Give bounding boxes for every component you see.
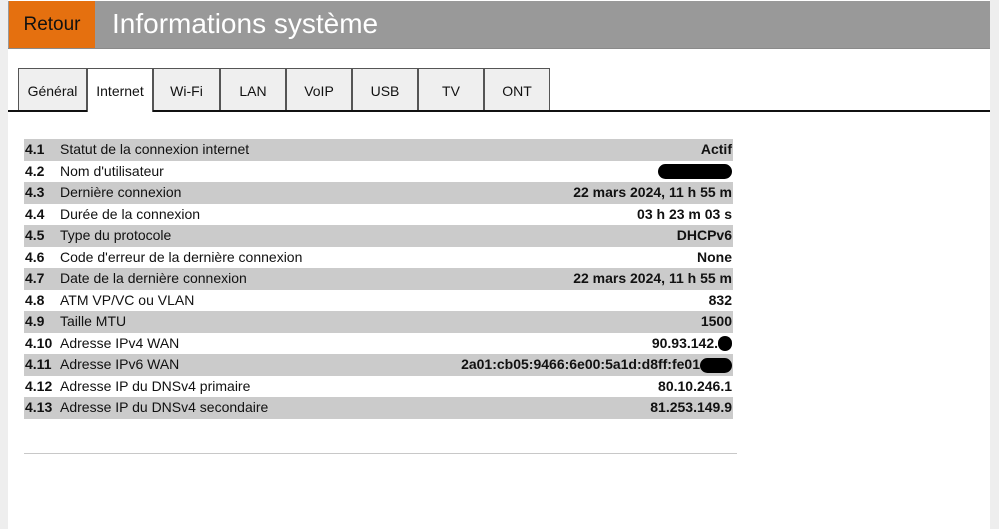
row-value — [658, 161, 732, 183]
tab-voip[interactable]: VoIP — [286, 68, 352, 110]
row-label: Dernière connexion — [60, 184, 182, 200]
row-value: Actif — [701, 139, 732, 161]
row-number: 4.11 — [25, 356, 52, 372]
row-label: Nom d'utilisateur — [60, 162, 164, 179]
row-value: None — [697, 247, 732, 269]
row-label: ATM VP/VC ou VLAN — [60, 291, 195, 308]
redaction-mark — [658, 164, 732, 180]
row-value-text: DHCPv6 — [676, 227, 732, 243]
row-value-text: 90.93.142. — [651, 334, 718, 351]
row-value: 90.93.142. — [652, 333, 732, 355]
divider — [24, 453, 737, 454]
row-value-text: Actif — [700, 141, 732, 157]
table-row: 4.12 Adresse IP du DNSv4 primaire 80.10.24… — [24, 376, 733, 398]
tab-internet[interactable]: Internet — [87, 68, 153, 112]
tab-usb[interactable]: USB — [352, 68, 418, 110]
row-value: 2a01:cb05:9466:6e00:5a1d:d8ff:fe01 — [461, 354, 732, 376]
table-row: 4.10 Adresse IPv4 WAN 90.93.142. — [24, 333, 733, 355]
table-row: 4.3 Dernière connexion 22 mars 2024, 11 h … — [24, 182, 733, 204]
row-value-text: 81.253.149.9 — [650, 399, 732, 415]
row-number: 4.12 — [25, 377, 53, 394]
row-value: 1500 — [701, 311, 732, 333]
row-value: 80.10.246.1 — [658, 376, 732, 398]
row-value-text: 2a01:cb05:9466:6e00:5a1d:d8ff:fe01 — [461, 356, 700, 372]
tab-lan[interactable]: LAN — [220, 68, 286, 110]
row-label: Date de la dernière connexion — [60, 270, 247, 286]
row-label: Adresse IP du DNSv4 primaire — [60, 377, 251, 394]
table-row: 4.13 Adresse IP du DNSv4 secondaire 81.253… — [24, 397, 733, 419]
row-label: Code d'erreur de la dernière connexion — [60, 248, 303, 265]
row-number: 4.13 — [25, 399, 53, 415]
table-row: 4.7 Date de la dernière connexion 22 mars … — [24, 268, 733, 290]
row-number: 4.3 — [25, 184, 45, 200]
row-value: DHCPv6 — [677, 225, 732, 247]
row-value-text: 03 h 23 m 03 s — [637, 205, 732, 222]
row-number: 4.7 — [25, 270, 45, 286]
tab-g-n-ral[interactable]: Général — [18, 68, 87, 110]
row-number: 4.8 — [25, 291, 45, 308]
row-number: 4.9 — [25, 313, 45, 329]
row-number: 4.6 — [25, 248, 45, 265]
row-value: 22 mars 2024, 11 h 55 m — [573, 182, 732, 204]
row-label: Adresse IPv6 WAN — [60, 356, 180, 372]
header-bar: Retour Informations système — [8, 1, 990, 49]
row-label: Adresse IP du DNSv4 secondaire — [60, 399, 269, 415]
table-row: 4.4 Durée de la connexion 03 h 23 m 03 s — [24, 204, 733, 226]
table-row: 4.5 Type du protocole DHCPv6 — [24, 225, 733, 247]
row-label: Type du protocole — [60, 227, 172, 243]
row-value-text: 22 mars 2024, 11 h 55 m — [573, 184, 732, 200]
row-value-text: 80.10.246.1 — [658, 377, 732, 394]
page-title: Informations système — [112, 8, 379, 39]
row-number: 4.2 — [25, 162, 45, 179]
redaction-mark — [700, 357, 732, 373]
back-button[interactable]: Retour — [9, 1, 95, 48]
table-row: 4.11 Adresse IPv6 WAN 2a01:cb05:9466:6e00:… — [24, 354, 733, 376]
row-value-text: 22 mars 2024, 11 h 55 m — [573, 270, 732, 286]
row-label: Taille MTU — [60, 313, 127, 329]
row-label: Adresse IPv4 WAN — [60, 334, 180, 351]
tab-ont[interactable]: ONT — [484, 68, 550, 110]
row-value-text: None — [697, 248, 732, 265]
row-value: 03 h 23 m 03 s — [637, 204, 732, 226]
table-row: 4.9 Taille MTU 1500 — [24, 311, 733, 333]
tab-bar: Général Internet Wi-Fi LAN VoIP USB TV ONT — [8, 68, 990, 112]
table-row: 4.6 Code d'erreur de la dernière connexio… — [24, 247, 733, 269]
row-number: 4.5 — [25, 227, 45, 243]
tab-wi-fi[interactable]: Wi-Fi — [153, 68, 220, 110]
row-value-text: 1500 — [700, 313, 732, 329]
redaction-mark — [718, 336, 732, 352]
info-table: 4.1 Statut de la connexion internet Actif 4… — [24, 139, 733, 419]
row-value: 832 — [709, 290, 732, 312]
row-number: 4.1 — [25, 141, 45, 157]
table-row: 4.1 Statut de la connexion internet Actif — [24, 139, 733, 161]
row-label: Statut de la connexion internet — [60, 141, 250, 157]
table-row: 4.2 Nom d'utilisateur — [24, 161, 733, 183]
row-label: Durée de la connexion — [60, 205, 201, 222]
table-row: 4.8 ATM VP/VC ou VLAN 832 — [24, 290, 733, 312]
row-value: 81.253.149.9 — [650, 397, 732, 419]
row-value-text: 832 — [708, 291, 732, 308]
tab-tv[interactable]: TV — [418, 68, 484, 110]
row-number: 4.4 — [25, 205, 45, 222]
row-value: 22 mars 2024, 11 h 55 m — [573, 268, 732, 290]
page: Retour Informations système Général Inter… — [8, 0, 990, 529]
row-number: 4.10 — [25, 334, 53, 351]
